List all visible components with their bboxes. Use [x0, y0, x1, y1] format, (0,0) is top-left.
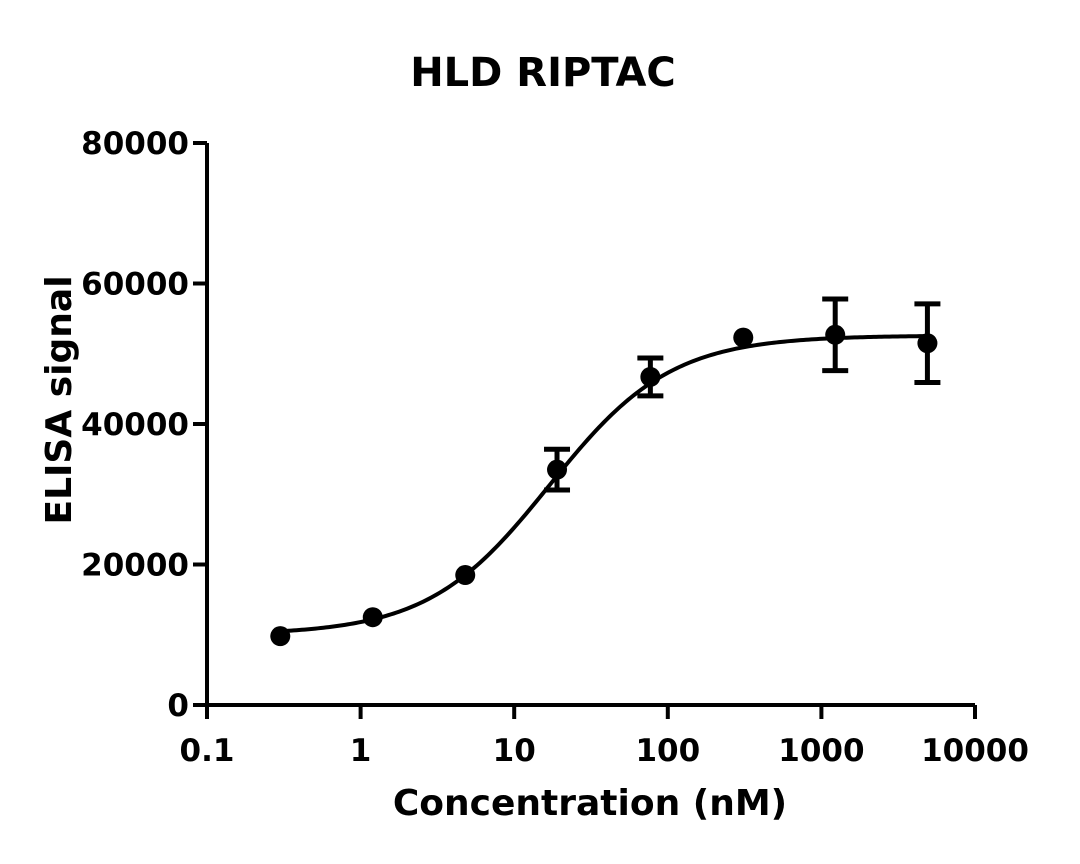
chart-title: HLD RIPTAC [410, 50, 676, 96]
x-tick-label: 1 [350, 733, 372, 769]
x-axis-title: Concentration (nM) [393, 783, 787, 824]
data-point [270, 626, 291, 647]
y-tick-label: 20000 [81, 548, 189, 584]
data-points-layer [270, 324, 938, 647]
x-tick-label: 10000 [921, 733, 1029, 769]
y-tick-label: 80000 [81, 126, 189, 162]
fit-curve [280, 334, 928, 634]
data-point [825, 324, 846, 345]
data-point [640, 366, 661, 387]
data-point [455, 565, 476, 586]
error-bars-layer [544, 296, 941, 493]
y-axis-title: ELISA signal [39, 275, 80, 524]
data-point [362, 607, 383, 628]
x-tick-label: 10 [493, 733, 536, 769]
x-tick-label: 0.1 [180, 733, 235, 769]
axes: 0 20000 40000 60000 80000 0.1 1 10 100 1000 10000 [81, 126, 1029, 769]
y-tick-label: 0 [167, 688, 189, 724]
data-point [917, 333, 938, 354]
data-point [733, 327, 754, 348]
y-tick-label: 40000 [81, 407, 189, 443]
fit-curve-layer [280, 334, 928, 634]
x-tick-label: 1000 [778, 733, 864, 769]
x-tick-label: 100 [635, 733, 700, 769]
data-point [547, 459, 568, 480]
y-tick-label: 60000 [81, 267, 189, 303]
